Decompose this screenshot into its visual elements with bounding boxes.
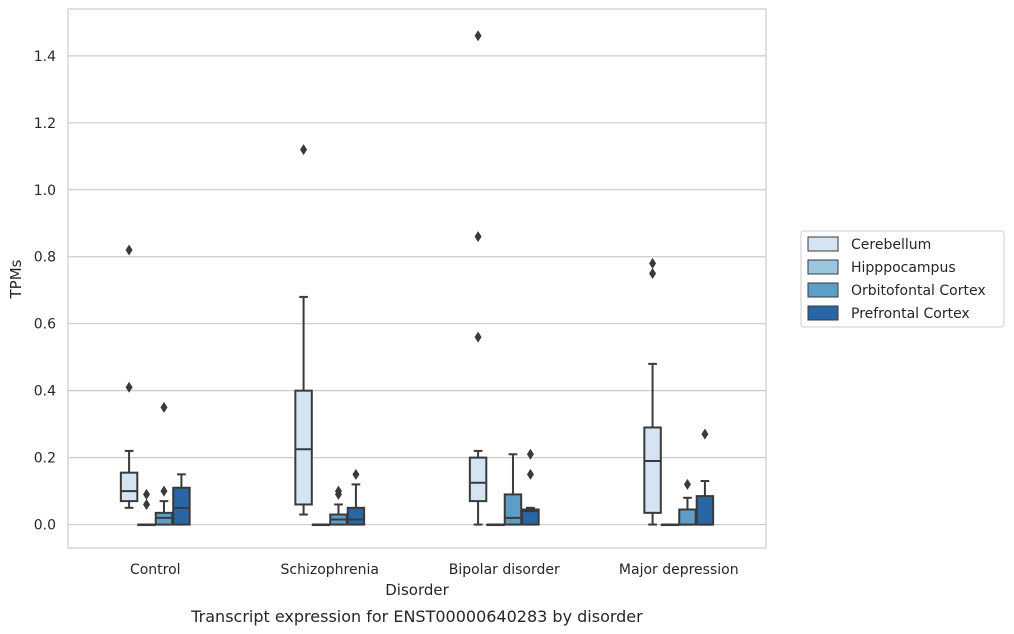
x-axis-label: Disorder [385,581,449,599]
x-tick-label: Control [130,562,181,578]
box-hipppocampus [660,523,680,527]
box-body [346,506,366,526]
box-body [468,456,488,503]
legend: Cerebellum Hipppocampus Orbitofontal Corte… [800,230,1005,328]
x-tick-label: Schizophrenia [281,562,379,578]
outlier-point [352,468,360,480]
box-body [294,389,313,506]
outlier-point [701,428,709,440]
y-tick-label: 0.2 [34,451,56,467]
y-tick-label: 0.4 [34,384,56,400]
y-tick-label: 1.0 [34,183,56,199]
box-prefrontal-cortex [521,448,540,526]
outlier-point [125,381,133,393]
legend-swatch [807,259,839,275]
outlier-point [649,267,657,279]
outlier-point [160,485,168,497]
outlier-point [526,468,534,480]
box-cerebellum [468,30,488,526]
box-hipppocampus [486,523,505,527]
outlier-point [143,498,151,510]
legend-entry: Orbitofontal Cortex [851,283,986,299]
legend-entry: Cerebellum [851,237,931,253]
box-cerebellum [294,144,313,516]
outlier-point [526,448,534,460]
outlier-point [683,478,691,490]
box-orbitofontal-cortex [678,478,697,526]
y-axis-ticks: 0.0 0.2 0.4 0.6 0.8 1.0 1.2 1.4 [34,49,56,534]
box-body [172,486,191,526]
y-tick-label: 0.0 [34,518,56,534]
y-tick-label: 0.6 [34,317,56,333]
box-body [119,471,139,503]
outlier-point [474,331,482,343]
x-tick-label: Major depression [619,562,739,578]
box-hipppocampus [311,523,331,527]
outlier-point [649,257,657,269]
outlier-point [334,485,342,497]
legend-swatch [807,236,839,252]
box-orbitofontal-cortex [154,401,174,526]
box-body [678,508,697,526]
legend-entry: Prefrontal Cortex [851,306,970,322]
box-orbitofontal-cortex [329,485,348,526]
box-body [521,508,540,526]
plot-area-frame [67,8,767,549]
y-tick-label: 1.4 [34,49,56,65]
outlier-point [474,30,482,42]
x-tick-label: Bipolar disorder [449,562,560,578]
box-prefrontal-cortex [172,473,191,526]
legend-frame [800,230,1005,328]
outlier-point [300,144,308,156]
box-cerebellum [643,257,662,526]
box-prefrontal-cortex [695,428,715,526]
y-tick-label: 0.8 [34,250,56,266]
x-axis-ticks: Control Schizophrenia Bipolar disorder Majo… [130,562,739,578]
boxes [119,30,715,527]
box-body [643,426,662,514]
figure-caption: Transcript expression for ENST0000064028… [190,607,643,626]
gridlines [68,55,766,526]
outlier-point [143,488,151,500]
box-cerebellum [119,244,139,509]
legend-entry: Hipppocampus [851,260,956,276]
outlier-point [125,244,133,256]
y-axis-label: TPMs [7,259,25,299]
box-orbitofontal-cortex [503,453,523,526]
outlier-point [474,231,482,243]
legend-swatch [807,305,839,321]
outlier-point [160,401,168,413]
box-hipppocampus [137,488,156,527]
y-tick-label: 1.2 [34,116,56,132]
box-prefrontal-cortex [346,468,366,526]
box-body [695,495,715,526]
legend-swatch [807,282,839,298]
box-body [503,493,523,526]
